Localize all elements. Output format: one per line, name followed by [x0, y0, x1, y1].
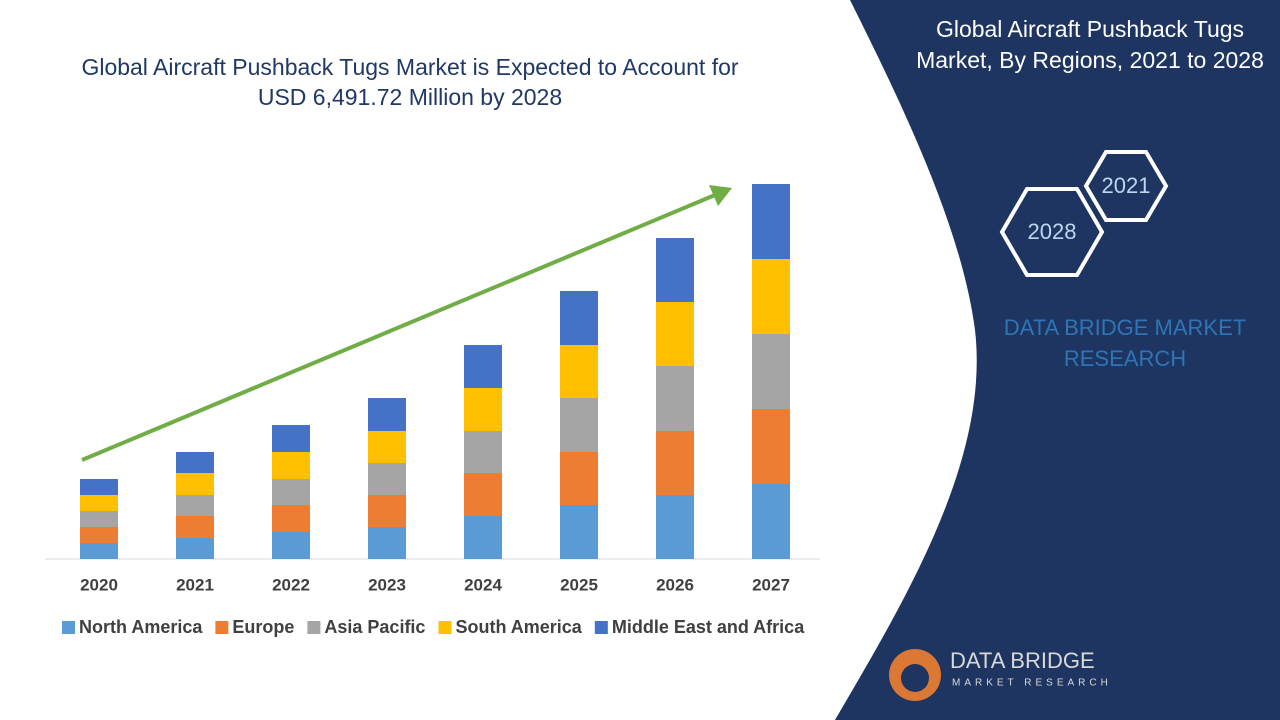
bar-segment [560, 505, 598, 559]
legend-label: South America [455, 617, 582, 637]
x-tick-label: 2024 [464, 575, 502, 594]
bar-segment [176, 495, 214, 516]
brand-text: DATA BRIDGE MARKET RESEARCH [1003, 315, 1247, 371]
bar-segment [656, 495, 694, 559]
bar-segment [464, 388, 502, 431]
bar-segment [752, 334, 790, 409]
bar-segment [560, 345, 598, 398]
x-tick-label: 2025 [560, 575, 598, 594]
bar-segment [656, 366, 694, 431]
bar-segment [752, 184, 790, 259]
x-tick-label: 2022 [272, 575, 310, 594]
bar-segment [176, 452, 214, 473]
legend-swatch [438, 621, 452, 634]
bar-segment [368, 431, 406, 463]
bar-segment [368, 398, 406, 431]
x-tick-label: 2026 [656, 575, 694, 594]
bar-segment [560, 452, 598, 505]
bar-segment [368, 527, 406, 559]
bar-segment [464, 431, 502, 473]
legend-swatch [215, 621, 229, 634]
bars: 2020 2021 2022 2023 2024 2025 2026 2027 North Am… [62, 184, 805, 637]
bar-segment [272, 452, 310, 479]
bar-segment [464, 345, 502, 388]
trend-arrowhead [709, 185, 732, 206]
legend-label: Europe [232, 617, 294, 637]
bar-segment [560, 398, 598, 452]
bar-segment [464, 473, 502, 516]
hexagon-label: 2028 [1028, 219, 1077, 244]
chart-title: Global Aircraft Pushback Tugs Market is … [81, 54, 739, 110]
bar-segment [176, 516, 214, 538]
bar-segment [80, 479, 118, 495]
side-panel [835, 0, 1280, 720]
bar-segment [272, 479, 310, 505]
legend-label: Asia Pacific [324, 617, 425, 637]
bar-segment [368, 495, 406, 527]
bar-segment [80, 527, 118, 543]
hexagon-label: 2021 [1102, 173, 1151, 198]
bar-segment [752, 409, 790, 484]
bar-segment [80, 495, 118, 511]
bar-segment [176, 538, 214, 559]
x-tick-label: 2020 [80, 575, 118, 594]
legend-swatch [62, 621, 75, 634]
x-tick-label: 2027 [752, 575, 790, 594]
bar-segment [464, 516, 502, 559]
bar-segment [560, 291, 598, 345]
x-tick-label: 2021 [176, 575, 214, 594]
logo-mark [901, 664, 929, 692]
bar-segment [80, 543, 118, 559]
x-tick-label: 2023 [368, 575, 406, 594]
bar-segment [272, 532, 310, 559]
legend-label: North America [79, 617, 203, 637]
bar-segment [656, 302, 694, 366]
legend-label: Middle East and Africa [612, 617, 805, 637]
bar-segment [176, 473, 214, 495]
panel-title: Global Aircraft Pushback Tugs Market, By… [916, 16, 1264, 73]
legend-swatch [307, 621, 321, 634]
bar-segment [656, 238, 694, 302]
bar-segment [272, 505, 310, 532]
logo: DATA BRIDGE MARKET RESEARCH [889, 648, 1112, 701]
bar-segment [656, 431, 694, 495]
bar-segment [272, 425, 310, 452]
hexagon [1083, 150, 1169, 222]
logo-name: DATA BRIDGE [950, 648, 1095, 673]
trend-arrow [81, 193, 716, 462]
bar-segment [368, 463, 406, 495]
bar-segment [752, 484, 790, 559]
legend-swatch [594, 621, 608, 634]
logo-tagline: MARKET RESEARCH [952, 678, 1112, 689]
bar-segment [80, 511, 118, 527]
hexagon [999, 187, 1105, 277]
bar-segment [752, 259, 790, 334]
